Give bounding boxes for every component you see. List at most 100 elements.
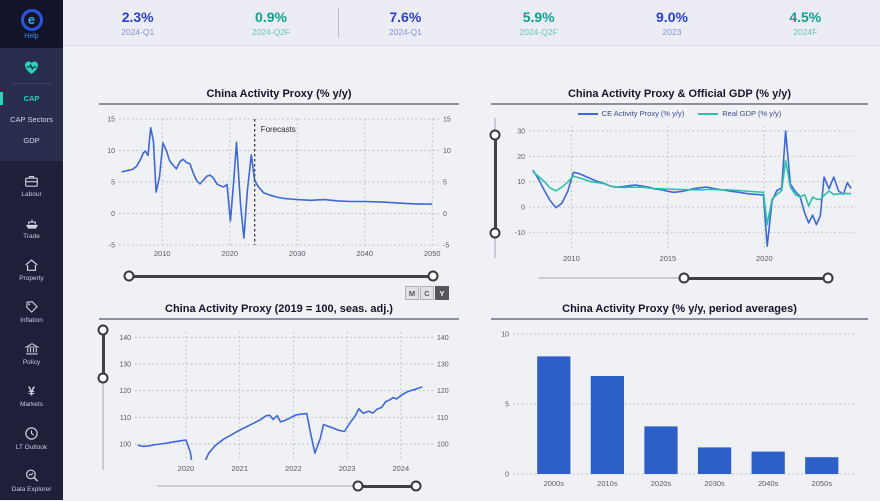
- svg-text:120: 120: [437, 388, 449, 395]
- sidebar-item-labour[interactable]: Labour: [0, 174, 63, 203]
- svg-text:10: 10: [107, 148, 115, 155]
- sidebar-item-markets[interactable]: ¥ Markets: [0, 384, 63, 413]
- header-stat: 0.9% 2024-Q2F: [204, 9, 337, 37]
- frequency-button-y[interactable]: Y: [435, 286, 449, 300]
- svg-text:0: 0: [505, 472, 509, 479]
- slider-selected-range[interactable]: [129, 274, 433, 278]
- series-line: [137, 386, 423, 460]
- slider-track[interactable]: [157, 485, 421, 487]
- clock-icon: [24, 426, 39, 441]
- series-line: [532, 130, 852, 247]
- bar-2030s: [697, 447, 732, 474]
- sidebar-item-label: GDP: [23, 136, 40, 145]
- svg-text:15: 15: [443, 117, 451, 124]
- chart-canvas-cap-index: 100 100 110 110 120 120 130 130 140 140 2020 2021 20…: [119, 332, 449, 473]
- search-chart-icon: [24, 468, 40, 483]
- panel-cap-gdp: China Activity Proxy & Official GDP (% y…: [487, 88, 872, 286]
- ce-logo-icon: e: [20, 8, 43, 31]
- sidebar-item-data-explorer[interactable]: Data Explorer: [0, 468, 63, 497]
- svg-text:2010s: 2010s: [597, 479, 618, 488]
- slider-handle-left[interactable]: [123, 270, 135, 282]
- slider-handle-bottom[interactable]: [97, 372, 109, 384]
- stat-label: 2024-Q1: [121, 26, 155, 37]
- slider-handle-left[interactable]: [352, 480, 364, 492]
- stat-label: 2024-Q1: [388, 26, 422, 37]
- slider-handle-top[interactable]: [97, 324, 109, 336]
- slider-selected-range[interactable]: [357, 484, 416, 488]
- legend-line-swatch: [577, 112, 598, 115]
- svg-text:2015: 2015: [660, 254, 677, 263]
- sidebar-item-help[interactable]: e Help: [0, 0, 63, 48]
- sidebar-item-label: Policy: [22, 359, 41, 366]
- sidebar-item-property[interactable]: Property: [0, 258, 63, 287]
- bar-2000s: [537, 356, 571, 474]
- sidebar-item-trade[interactable]: Trade: [0, 216, 63, 245]
- svg-text:2030s: 2030s: [704, 479, 725, 488]
- svg-text:2010: 2010: [563, 254, 580, 263]
- slider-track[interactable]: [102, 324, 104, 470]
- stat-value: 4.5%: [789, 8, 822, 25]
- svg-text:-5: -5: [109, 243, 115, 250]
- svg-text:10: 10: [443, 148, 451, 155]
- chart-title: China Activity Proxy (% y/y, period aver…: [562, 303, 797, 315]
- header-stat: 9.0% 2023: [605, 9, 738, 37]
- slider-selected-range[interactable]: [683, 276, 828, 280]
- sidebar-item-inflation[interactable]: Inflation: [0, 300, 63, 329]
- slider-handle-right[interactable]: [822, 272, 834, 284]
- slider-handle-bottom[interactable]: [489, 227, 501, 239]
- sidebar-item-policy[interactable]: Policy: [0, 342, 63, 371]
- svg-text:2000s: 2000s: [544, 479, 565, 488]
- sidebar-item-label: CAP Sectors: [10, 115, 53, 124]
- svg-text:0: 0: [111, 211, 115, 218]
- slider-selected-range[interactable]: [493, 134, 497, 233]
- slider-handle-right[interactable]: [427, 270, 439, 282]
- heart-pulse-icon[interactable]: [0, 56, 63, 81]
- header-stat: 2.3% 2024-Q1: [71, 9, 204, 37]
- svg-text:15: 15: [107, 117, 115, 124]
- svg-text:2021: 2021: [231, 464, 248, 473]
- forecast-label: Forecasts: [261, 125, 296, 134]
- sidebar-item-cap-sectors[interactable]: CAP Sectors: [0, 109, 63, 130]
- slider-handle-top[interactable]: [489, 129, 501, 141]
- sidebar: e Help CAP CAP Sectors GDP Labour Trade Prop…: [0, 0, 63, 500]
- svg-text:140: 140: [437, 335, 449, 342]
- svg-text:2020: 2020: [756, 254, 773, 263]
- chart-title: China Activity Proxy (2019 = 100, seas. …: [165, 303, 393, 315]
- frequency-button-c[interactable]: C: [420, 286, 434, 300]
- series-line: [532, 159, 852, 226]
- sidebar-item-cap[interactable]: CAP: [0, 88, 63, 109]
- svg-text:2050: 2050: [424, 249, 441, 258]
- bar-2050s: [805, 457, 839, 474]
- stat-value: 5.9%: [522, 8, 555, 25]
- svg-text:2020s: 2020s: [651, 479, 672, 488]
- tag-icon: [24, 300, 39, 314]
- chart-canvas-cap-averages: 0 5 10 2000s 2010s 2020s 2030s 2040s 2050s: [501, 332, 856, 488]
- legend-item: Real GDP (% y/y): [698, 109, 781, 118]
- sidebar-item-label: Labour: [21, 191, 42, 198]
- slider-handle-left[interactable]: [678, 272, 689, 284]
- time-range-slider: [539, 270, 834, 286]
- stat-value: 7.6%: [389, 8, 422, 25]
- stat-value: 2.3%: [121, 8, 154, 25]
- header-stat: 5.9% 2024-Q2F: [472, 9, 605, 37]
- sidebar-item-label: Markets: [19, 401, 44, 408]
- sidebar-item-gdp[interactable]: GDP: [0, 130, 63, 151]
- sidebar-item-lt-outlook[interactable]: LT Outlook: [0, 426, 63, 455]
- sidebar-group-divider: [12, 83, 51, 84]
- slider-selected-range[interactable]: [101, 329, 105, 378]
- svg-text:100: 100: [119, 442, 131, 449]
- stat-value: 0.9%: [255, 8, 287, 25]
- sidebar-item-label: Data Explorer: [11, 486, 52, 493]
- svg-text:30: 30: [517, 129, 525, 136]
- chart-canvas-cap-gdp: -10 0 10 20 30 2010 2015 2020: [515, 126, 855, 263]
- header-divider: [337, 7, 339, 38]
- header-stat: 4.5% 2024F: [739, 9, 872, 37]
- svg-text:110: 110: [437, 415, 448, 422]
- frequency-button-m[interactable]: M: [405, 286, 419, 300]
- legend-label: Real GDP (% y/y): [722, 109, 782, 118]
- slider-handle-right[interactable]: [410, 480, 422, 492]
- svg-text:0: 0: [521, 204, 525, 211]
- bank-icon: [23, 342, 40, 356]
- briefcase-icon: [24, 174, 39, 188]
